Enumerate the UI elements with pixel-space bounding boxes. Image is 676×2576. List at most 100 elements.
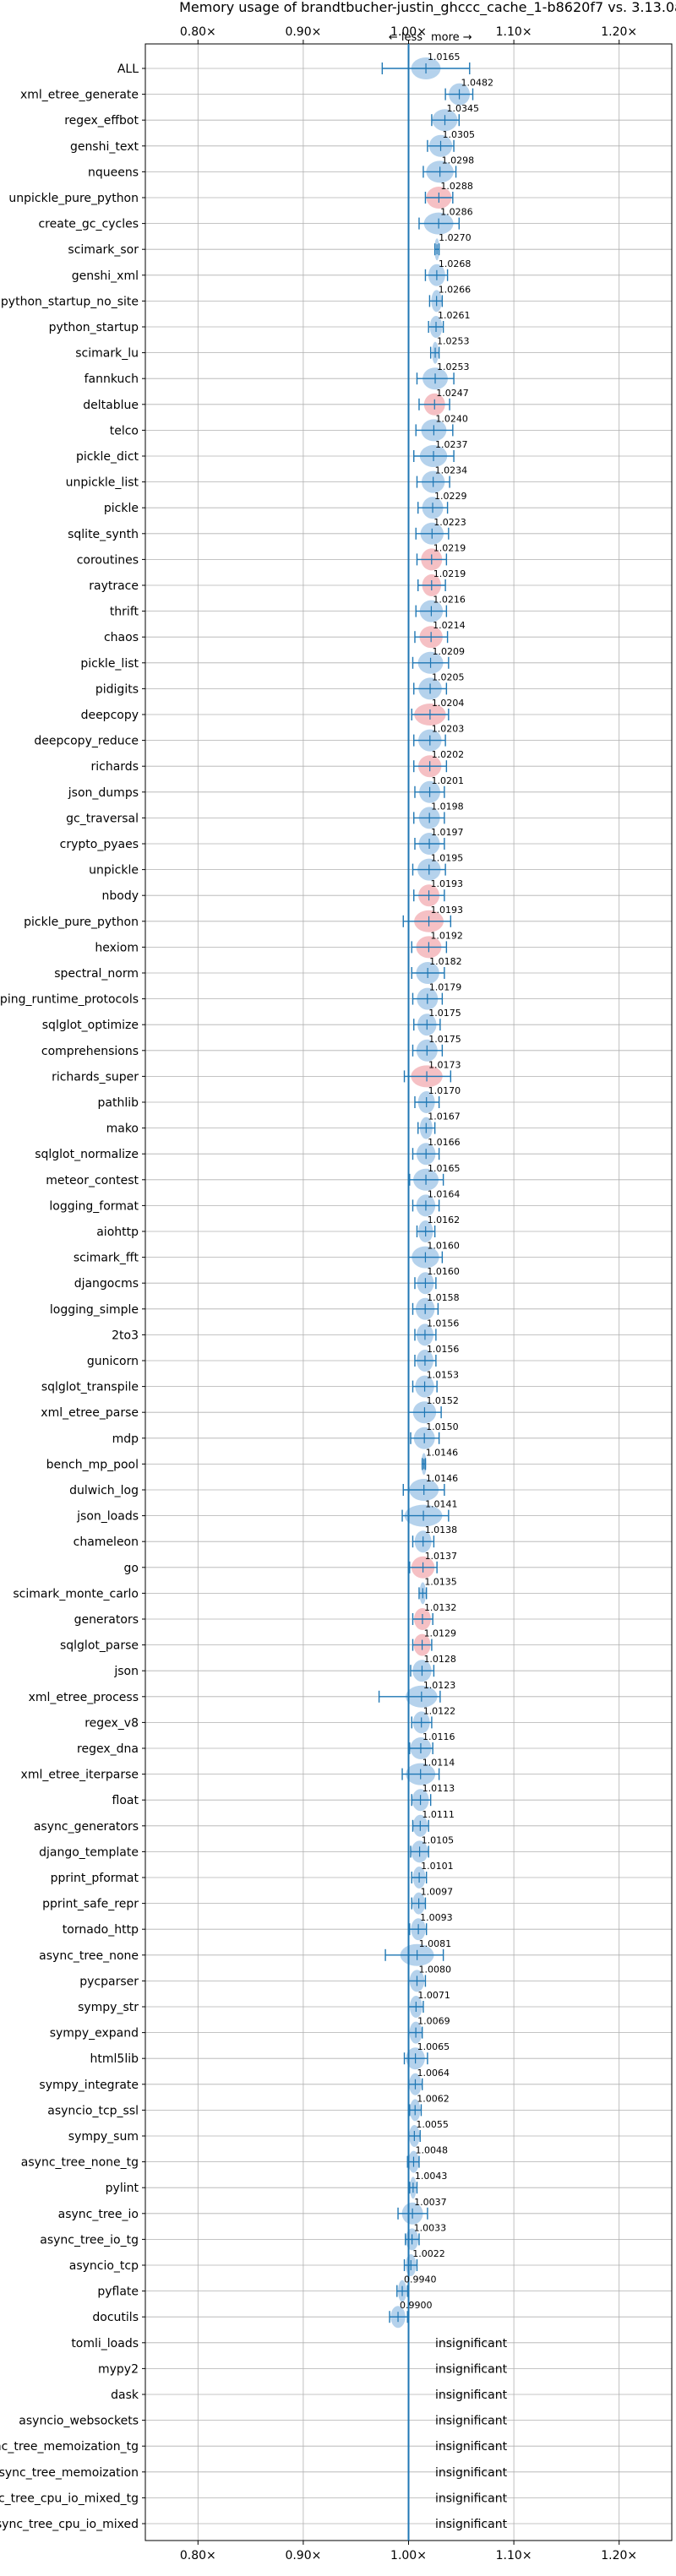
value-label: 0.9900 [400, 2300, 433, 2311]
value-label: 1.0195 [431, 853, 464, 864]
benchmark-label: xml_etree_generate [20, 89, 139, 102]
x-tick-label-top: 1.10× [496, 25, 532, 39]
benchmark-label: pickle_pure_python [24, 916, 139, 929]
value-label: 1.0132 [424, 1602, 457, 1613]
benchmark-label: regex_effbot [64, 114, 139, 128]
benchmark-label: crypto_pyaes [60, 838, 139, 851]
value-label: 1.0204 [432, 698, 465, 709]
benchmark-label: pyflate [97, 2285, 139, 2299]
value-label: 1.0202 [432, 749, 465, 760]
benchmark-label: coroutines [77, 553, 139, 567]
value-label: 1.0261 [438, 310, 471, 321]
benchmark-label: thrift [110, 606, 139, 619]
benchmark-label: pickle [104, 502, 139, 515]
benchmark-label: async_tree_cpu_io_mixed [0, 2518, 139, 2531]
insignificant-label: insignificant [435, 2337, 508, 2350]
benchmark-label: tomli_loads [71, 2337, 139, 2350]
benchmark-label: pidigits [95, 682, 139, 696]
value-label: 1.0270 [439, 232, 472, 243]
benchmark-label: async_tree_memoization_tg [0, 2440, 139, 2454]
value-labels: 1.0165 1.0482 1.0345 1.0305 1.0298 1.0288 1.02… [400, 52, 508, 2531]
benchmark-label: dask [111, 2389, 139, 2402]
value-label: 1.0166 [428, 1137, 461, 1148]
x-tick-label-bottom: 1.20× [601, 2549, 637, 2562]
value-label: 1.0345 [446, 103, 479, 114]
benchmark-label: xml_etree_iterparse [21, 1769, 139, 1782]
benchmark-labels: ALL xml_etree_generate regex_effbot genshi_… [0, 62, 145, 2531]
benchmark-label: nqueens [88, 166, 139, 179]
benchmark-label: xml_etree_parse [41, 1406, 139, 1420]
value-label: 1.0156 [427, 1318, 460, 1329]
benchmark-label: async_tree_none [39, 1949, 139, 1963]
value-label: 1.0179 [429, 982, 462, 993]
value-label: 1.0173 [428, 1059, 461, 1070]
benchmark-label: pprint_safe_repr [42, 1898, 139, 1911]
value-label: 1.0182 [429, 956, 462, 967]
benchmark-label: sqlglot_optimize [42, 1019, 139, 1032]
value-label: 1.0128 [423, 1654, 456, 1665]
benchmark-label: pathlib [98, 1096, 139, 1110]
insignificant-label: insignificant [435, 2518, 508, 2531]
x-tick-label-top: 0.90× [285, 25, 321, 39]
benchmark-label: chameleon [74, 1535, 139, 1549]
value-label: 1.0237 [435, 439, 468, 450]
benchmark-label: chaos [104, 631, 139, 644]
more-label: more → [431, 31, 472, 44]
value-label: 1.0298 [442, 155, 475, 166]
value-label: 1.0071 [417, 1990, 450, 2001]
value-label: 1.0101 [421, 1861, 454, 1872]
value-label: 1.0253 [437, 361, 470, 372]
x-tick-label-top: 1.20× [601, 25, 637, 39]
benchmark-label: docutils [92, 2311, 139, 2324]
value-label: 1.0205 [432, 671, 464, 682]
value-label: 1.0193 [431, 878, 464, 889]
value-label: 1.0022 [412, 2248, 445, 2259]
benchmark-label: richards [91, 760, 139, 774]
value-label: 1.0266 [439, 284, 472, 295]
value-label: 1.0288 [440, 181, 473, 192]
benchmark-label: json_dumps [68, 786, 139, 800]
value-label: 1.0268 [439, 258, 472, 269]
value-label: 1.0219 [433, 542, 466, 553]
x-tick-label-bottom: 1.10× [496, 2549, 532, 2562]
value-label: 1.0164 [428, 1188, 461, 1199]
insignificant-label: insignificant [435, 2492, 508, 2505]
insignificant-label: insignificant [435, 2362, 508, 2376]
benchmark-label: asyncio_tcp_ssl [47, 2104, 139, 2117]
value-label: 1.0114 [422, 1758, 455, 1769]
value-label: 1.0253 [437, 336, 470, 347]
value-label: 1.0305 [443, 129, 476, 140]
benchmark-label: unpickle_list [66, 476, 139, 490]
value-label: 1.0062 [417, 2093, 450, 2104]
value-label: 1.0165 [428, 1163, 460, 1174]
value-label: 0.9940 [404, 2274, 437, 2285]
direction-labels: ← less more → [389, 31, 472, 44]
value-label: 1.0170 [428, 1085, 461, 1096]
benchmark-label: dulwich_log [69, 1484, 139, 1497]
benchmark-label: mako [106, 1122, 139, 1136]
benchmark-label: gc_traversal [66, 812, 139, 825]
benchmark-label: pylint [106, 2182, 139, 2195]
benchmark-label: unpickle_pure_python [8, 192, 139, 205]
benchmark-label: go [124, 1562, 139, 1575]
benchmark-label: logging_simple [50, 1303, 139, 1317]
benchmark-label: create_gc_cycles [38, 218, 139, 231]
benchmark-label: spectral_norm [54, 967, 139, 981]
benchmark-label: scimark_fft [74, 1252, 139, 1265]
benchmark-label: deepcopy_reduce [34, 735, 139, 748]
value-label: 1.0193 [431, 905, 464, 916]
value-label: 1.0167 [428, 1111, 461, 1122]
value-label: 1.0033 [414, 2222, 447, 2233]
benchmark-label: logging_format [49, 1199, 139, 1213]
benchmark-label: fannkuch [84, 372, 139, 386]
benchmark-label: xml_etree_process [29, 1691, 139, 1704]
value-label: 1.0116 [422, 1731, 455, 1742]
value-label: 1.0153 [427, 1370, 460, 1381]
value-label: 1.0165 [428, 52, 460, 62]
value-label: 1.0097 [421, 1887, 453, 1898]
benchmark-label: sympy_expand [50, 2027, 139, 2041]
benchmark-label: scimark_sor [68, 243, 139, 257]
benchmark-label: pickle_dict [76, 450, 139, 464]
